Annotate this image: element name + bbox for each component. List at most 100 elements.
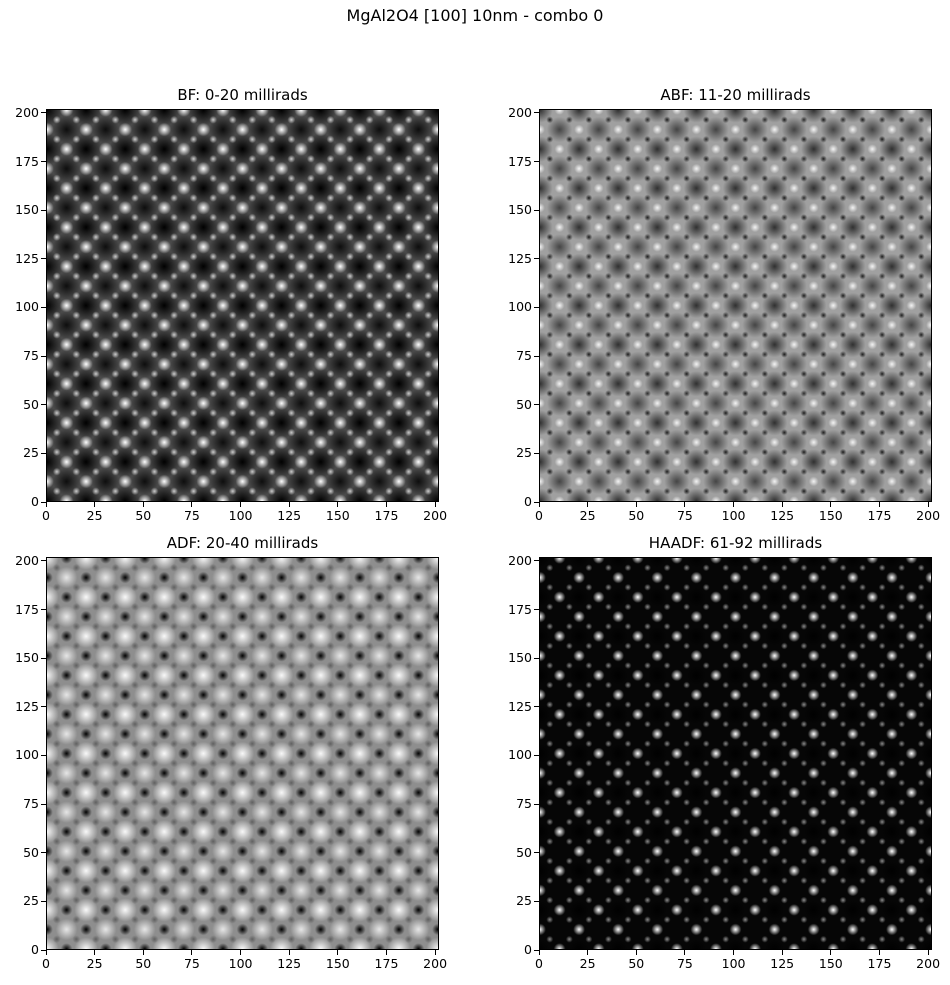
x-tick-mark bbox=[240, 950, 242, 955]
x-tick-mark bbox=[927, 502, 929, 507]
y-tick-label: 125 bbox=[508, 250, 532, 266]
x-tick-label: 125 bbox=[770, 508, 795, 523]
y-tick-mark bbox=[534, 209, 539, 211]
x-tick-mark bbox=[337, 502, 339, 507]
x-tick-mark bbox=[94, 502, 96, 507]
x-tick-mark bbox=[684, 502, 686, 507]
x-tick-mark bbox=[240, 502, 242, 507]
y-tick-mark bbox=[534, 900, 539, 902]
y-tick-label: 0 bbox=[31, 494, 39, 509]
y-tick-mark bbox=[41, 560, 46, 562]
y-tick-label: 50 bbox=[23, 844, 39, 860]
x-tick-mark bbox=[878, 950, 880, 955]
x-tick-label: 100 bbox=[228, 508, 253, 523]
y-tick-label: 75 bbox=[516, 348, 532, 364]
y-tick-mark bbox=[534, 501, 539, 503]
y-tick-mark bbox=[41, 657, 46, 659]
lattice-image bbox=[540, 558, 931, 949]
x-tick-label: 75 bbox=[183, 508, 200, 523]
y-tick-label: 175 bbox=[15, 153, 39, 169]
lattice-image bbox=[47, 558, 438, 949]
x-tick-label: 200 bbox=[423, 508, 448, 523]
x-tick-label: 75 bbox=[676, 508, 693, 523]
x-tick-label: 50 bbox=[628, 956, 645, 971]
y-tick-mark bbox=[41, 404, 46, 406]
x-tick-label: 125 bbox=[277, 508, 302, 523]
y-tick-label: 125 bbox=[15, 250, 39, 266]
y-tick-mark bbox=[534, 452, 539, 454]
y-tick-mark bbox=[534, 404, 539, 406]
x-tick-mark bbox=[45, 950, 47, 955]
x-tick-label: 200 bbox=[423, 956, 448, 971]
x-tick-mark bbox=[830, 950, 832, 955]
y-tick-mark bbox=[41, 949, 46, 951]
y-tick-mark bbox=[41, 112, 46, 114]
x-tick-mark bbox=[587, 950, 589, 955]
y-tick-mark bbox=[41, 754, 46, 756]
y-tick-mark bbox=[534, 706, 539, 708]
x-tick-label: 50 bbox=[628, 508, 645, 523]
y-tick-label: 50 bbox=[516, 396, 532, 412]
y-tick-label: 150 bbox=[15, 650, 39, 666]
y-tick-mark bbox=[41, 258, 46, 260]
y-tick-mark bbox=[534, 560, 539, 562]
x-tick-label: 150 bbox=[818, 956, 843, 971]
y-tick-mark bbox=[41, 355, 46, 357]
x-tick-label: 50 bbox=[135, 956, 152, 971]
x-tick-label: 100 bbox=[228, 956, 253, 971]
x-tick-mark bbox=[385, 950, 387, 955]
x-tick-mark bbox=[635, 950, 637, 955]
y-tick-mark bbox=[41, 501, 46, 503]
panel-title-bf: BF: 0-20 millirads bbox=[177, 86, 308, 104]
lattice-image bbox=[47, 110, 438, 501]
x-tick-mark bbox=[434, 950, 436, 955]
y-tick-label: 200 bbox=[508, 552, 532, 568]
x-tick-mark bbox=[538, 950, 540, 955]
y-tick-label: 100 bbox=[15, 299, 39, 315]
y-tick-mark bbox=[534, 112, 539, 114]
x-tick-mark bbox=[587, 502, 589, 507]
y-tick-label: 0 bbox=[524, 494, 532, 509]
y-tick-label: 25 bbox=[23, 445, 39, 461]
y-tick-label: 75 bbox=[516, 796, 532, 812]
y-tick-mark bbox=[534, 852, 539, 854]
x-tick-mark bbox=[337, 950, 339, 955]
y-tick-mark bbox=[534, 355, 539, 357]
panel-title-haadf: HAADF: 61-92 millirads bbox=[648, 534, 823, 552]
x-tick-label: 0 bbox=[535, 508, 543, 523]
y-tick-label: 100 bbox=[508, 299, 532, 315]
y-tick-mark bbox=[41, 706, 46, 708]
y-tick-mark bbox=[534, 803, 539, 805]
x-tick-mark bbox=[781, 502, 783, 507]
y-tick-mark bbox=[41, 803, 46, 805]
x-tick-label: 0 bbox=[42, 508, 50, 523]
x-tick-label: 175 bbox=[374, 956, 399, 971]
x-tick-label: 0 bbox=[42, 956, 50, 971]
x-tick-mark bbox=[538, 502, 540, 507]
x-tick-mark bbox=[781, 950, 783, 955]
x-tick-label: 150 bbox=[818, 508, 843, 523]
x-tick-label: 175 bbox=[374, 508, 399, 523]
x-tick-label: 200 bbox=[916, 508, 941, 523]
y-tick-label: 75 bbox=[23, 796, 39, 812]
x-tick-label: 75 bbox=[676, 956, 693, 971]
x-tick-label: 175 bbox=[867, 956, 892, 971]
x-tick-mark bbox=[635, 502, 637, 507]
y-tick-label: 50 bbox=[516, 844, 532, 860]
x-tick-mark bbox=[191, 950, 193, 955]
y-tick-label: 200 bbox=[508, 104, 532, 120]
x-tick-label: 75 bbox=[183, 956, 200, 971]
x-tick-label: 150 bbox=[325, 508, 350, 523]
x-tick-label: 175 bbox=[867, 508, 892, 523]
y-tick-label: 100 bbox=[508, 747, 532, 763]
x-tick-label: 125 bbox=[770, 956, 795, 971]
x-tick-label: 25 bbox=[579, 956, 596, 971]
y-tick-label: 150 bbox=[508, 202, 532, 218]
y-tick-mark bbox=[41, 852, 46, 854]
x-tick-mark bbox=[142, 950, 144, 955]
y-tick-label: 150 bbox=[508, 650, 532, 666]
y-tick-label: 150 bbox=[15, 202, 39, 218]
x-tick-mark bbox=[733, 950, 735, 955]
stem-image-bf bbox=[46, 109, 439, 502]
x-tick-label: 50 bbox=[135, 508, 152, 523]
